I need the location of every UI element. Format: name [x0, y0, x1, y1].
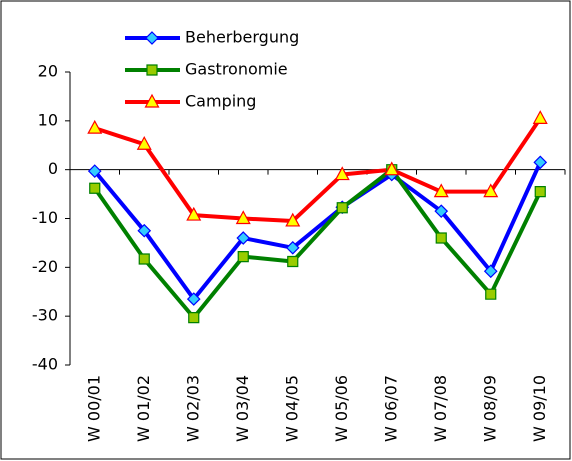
x-tick-label: W 01/02 [134, 375, 153, 442]
data-point [433, 183, 449, 198]
x-tick-label: W 00/01 [84, 375, 103, 442]
data-point [434, 204, 449, 219]
y-tick-label: 0 [48, 159, 58, 178]
x-tick-label: W 03/04 [233, 375, 252, 442]
data-point [483, 183, 499, 198]
data-point [532, 110, 548, 124]
legend-label: Gastronomie [185, 60, 288, 79]
x-tick-label: W 05/06 [332, 375, 351, 442]
data-point [235, 210, 251, 225]
data-point [534, 186, 546, 198]
legend-label: Camping [185, 92, 256, 111]
series-line [94, 117, 542, 223]
data-point [138, 253, 150, 265]
data-point [483, 264, 498, 279]
legend-label: Beherbergung [185, 28, 299, 47]
x-tick-label: W 04/05 [282, 375, 301, 442]
data-point [188, 312, 200, 324]
y-tick-label: -20 [32, 257, 58, 276]
data-point [435, 232, 447, 244]
data-point [89, 182, 101, 194]
y-tick-label: -30 [32, 306, 58, 325]
x-tick-label: W 08/09 [480, 375, 499, 442]
legend-marker [145, 31, 159, 45]
data-point [186, 292, 201, 306]
data-point [384, 161, 400, 176]
data-point [87, 119, 103, 134]
data-point [485, 288, 497, 300]
x-tick-label: W 06/07 [381, 375, 400, 442]
series-line [93, 161, 543, 302]
data-point [236, 231, 251, 245]
x-tick-label: W 02/03 [183, 375, 202, 442]
y-tick-label: 20 [38, 62, 58, 81]
data-point [285, 212, 301, 227]
y-tick-label: -10 [32, 208, 58, 227]
data-point [287, 255, 299, 268]
data-point [285, 240, 300, 255]
data-point [336, 202, 348, 214]
data-point [136, 136, 152, 150]
data-point [186, 206, 202, 221]
legend-marker [144, 93, 160, 108]
x-tick-label: W 09/10 [530, 375, 549, 442]
x-tick-label: W 07/08 [431, 375, 450, 442]
data-point [533, 155, 548, 170]
series-line [93, 167, 543, 320]
data-point [137, 223, 152, 238]
y-tick-label: 10 [38, 110, 58, 129]
data-point [237, 250, 249, 263]
data-point [334, 166, 350, 181]
y-tick-label: -40 [32, 355, 58, 374]
data-point [87, 164, 102, 178]
legend-marker [146, 64, 158, 76]
